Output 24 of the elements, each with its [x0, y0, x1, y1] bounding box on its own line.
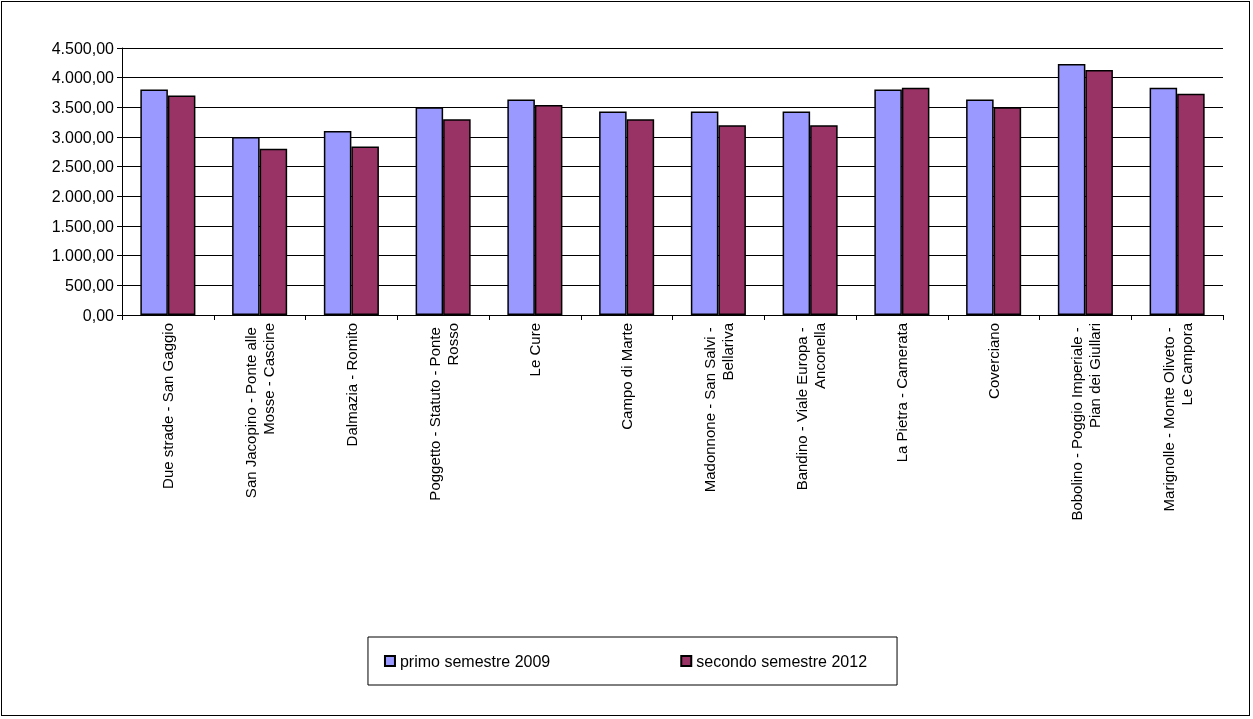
x-tick-label: La Pietra - Camerata [893, 322, 911, 463]
legend-label: primo semestre 2009 [399, 652, 551, 670]
x-tick-label: Campo di Marte [618, 323, 636, 430]
x-tick-label: Madonnone - San Salvi - Bellariva [700, 322, 736, 493]
y-tick-label: 2.500,00 [51, 158, 115, 176]
y-tick-label: 1.500,00 [51, 217, 115, 235]
x-tick-label: Due strade - San Gaggio [159, 323, 177, 489]
legend-label: secondo semestre 2012 [696, 652, 868, 670]
y-tick-label: 3.000,00 [51, 128, 115, 146]
x-tick-label: Coverciano [985, 323, 1003, 399]
x-tick-label: Poggetto - Statuto - Ponte Rosso [425, 323, 461, 501]
y-tick-label: 2.000,00 [51, 187, 115, 205]
y-tick-label: 3.500,00 [51, 98, 115, 116]
y-tick-label: 0,00 [82, 306, 115, 324]
y-tick-label: 4.500,00 [51, 39, 115, 57]
y-tick-label: 4.000,00 [51, 69, 115, 87]
x-tick-label: Marignolle - Monte Oliveto - Le Campora [1159, 322, 1195, 512]
x-tick-label: Bobolino - Poggio Imperiale - Pian dei Giullari [1067, 323, 1103, 521]
x-tick-label: Le Cure [526, 323, 544, 377]
y-tick-label: 1.000,00 [51, 247, 115, 265]
y-tick-label: 500,00 [65, 276, 115, 294]
x-tick-label: San Jacopino - Ponte alle Mosse - Cascine [242, 323, 278, 499]
x-tick-label: Bandino - Viale Europa - Anconella [792, 322, 828, 491]
x-tick-label: Dalmazia - Romito [342, 323, 360, 447]
